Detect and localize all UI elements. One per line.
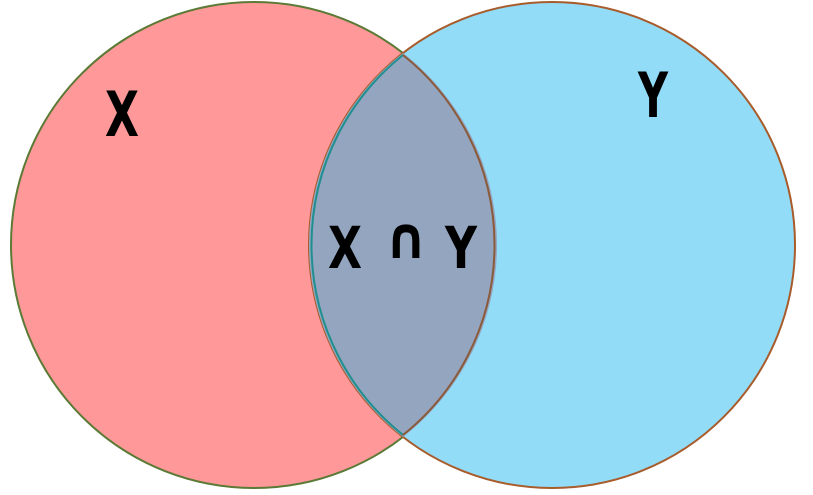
intersection-right-arc [402,54,496,436]
intersection-left-arc [310,54,404,436]
intersection-label-right: Y [444,214,478,282]
intersection-region [309,2,497,488]
intersection-operator: ∩ [385,204,427,272]
set-x-label: X [105,78,139,151]
intersection-label-left: X [328,214,362,282]
set-y-label: Y [637,59,668,132]
